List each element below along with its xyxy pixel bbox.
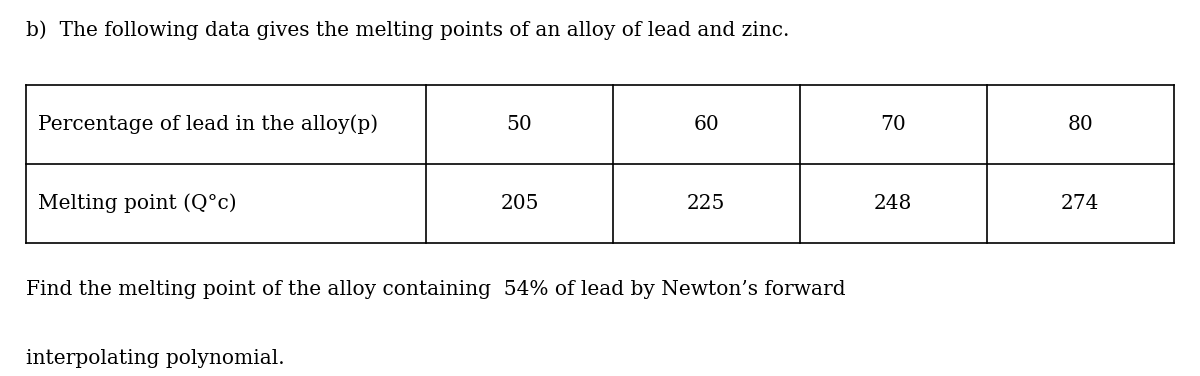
Text: 274: 274	[1061, 194, 1099, 212]
Text: Find the melting point of the alloy containing  54% of lead by Newton’s forward: Find the melting point of the alloy cont…	[26, 280, 846, 299]
Text: 60: 60	[694, 115, 719, 133]
Text: Melting point (Q°c): Melting point (Q°c)	[38, 193, 238, 213]
Text: 248: 248	[874, 194, 912, 212]
Text: b)  The following data gives the melting points of an alloy of lead and zinc.: b) The following data gives the melting …	[26, 21, 790, 40]
Text: 50: 50	[506, 115, 533, 133]
Text: 205: 205	[500, 194, 539, 212]
Text: 80: 80	[1067, 115, 1093, 133]
Text: interpolating polynomial.: interpolating polynomial.	[26, 349, 286, 368]
Text: 225: 225	[688, 194, 726, 212]
Text: Percentage of lead in the alloy(p): Percentage of lead in the alloy(p)	[38, 114, 378, 134]
Text: 70: 70	[881, 115, 906, 133]
